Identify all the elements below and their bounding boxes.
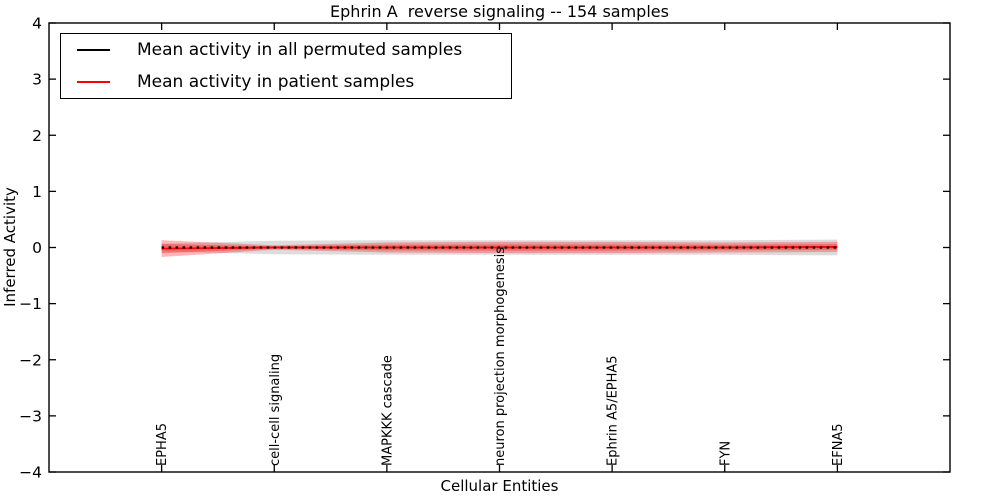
x-category-label: EPHA5 (155, 423, 170, 466)
x-category-labels: EPHA5 cell-cell signaling MAPKKK cascade ne… (155, 247, 846, 466)
legend-label-permuted: Mean activity in all permuted samples (137, 39, 463, 60)
y-tick-label: 2 (32, 127, 42, 145)
y-tick-label: 4 (32, 15, 42, 33)
x-category-label: EFNA5 (831, 423, 846, 466)
y-tick-label: −2 (19, 351, 42, 369)
legend: Mean activity in all permuted samples Me… (60, 33, 512, 99)
mean-lines (161, 246, 838, 250)
legend-label-patient: Mean activity in patient samples (137, 71, 415, 92)
x-category-label: Ephrin A5/EPHA5 (606, 355, 621, 466)
y-tick-label: −1 (19, 295, 42, 313)
x-category-label: neuron projection morphogenesis (493, 247, 508, 466)
patient-line-swatch (77, 81, 110, 83)
legend-item-patient: Mean activity in patient samples (61, 69, 511, 95)
patient-band-outer (161, 240, 838, 258)
y-tick-label: 0 (32, 239, 42, 257)
x-axis-title: Cellular Entities (440, 477, 559, 495)
chart-title: Ephrin A reverse signaling -- 154 sample… (330, 2, 669, 21)
y-tick-label: −4 (19, 464, 42, 482)
y-axis-title: Inferred Activity (1, 187, 19, 307)
y-tick-label: −3 (19, 407, 42, 425)
patient-band-inner (161, 243, 838, 254)
y-tick-label: 1 (32, 183, 42, 201)
permuted-line-swatch (77, 49, 110, 51)
y-tick-label: 3 (32, 71, 42, 89)
x-category-label: MAPKKK cascade (380, 355, 395, 466)
axis-ticks (49, 22, 950, 473)
y-tick-labels: 4 3 2 1 0 −1 −2 −3 −4 (19, 15, 42, 482)
x-category-label: FYN (718, 441, 733, 466)
x-category-label: cell-cell signaling (268, 354, 283, 466)
legend-item-permuted: Mean activity in all permuted samples (61, 37, 511, 63)
